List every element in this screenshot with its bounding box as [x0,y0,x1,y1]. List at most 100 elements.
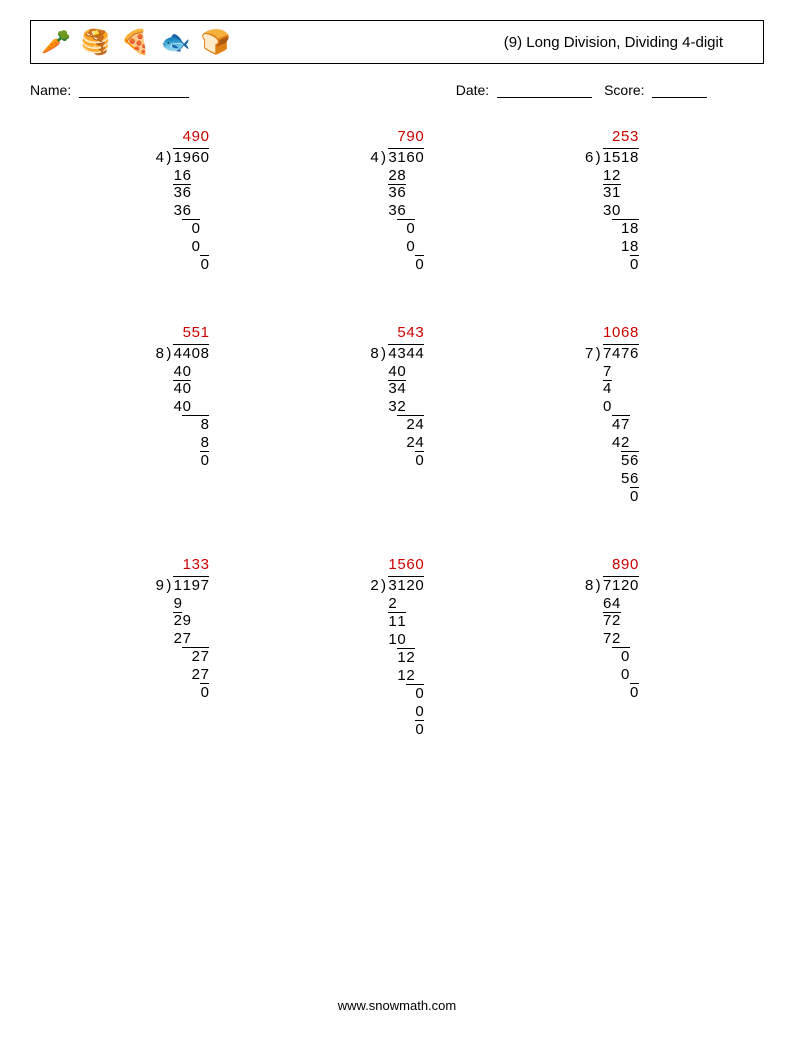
step-1: 4 [585,380,639,398]
header-icon-1: 🥞 [81,28,111,57]
step-1: 40 [155,380,209,398]
step-2: 72 [585,630,639,648]
step-0: 16 [155,167,209,185]
problem-5: 1068 7)7476 7 4 0 47 42 56 56 0 [519,324,704,506]
quotient: 1560 [370,556,424,574]
header-icons: 🥕 🥞 🍕 🐟 🍞 [41,28,230,57]
step-2: 32 [370,398,424,416]
step-1: 34 [370,380,424,398]
quotient: 490 [155,128,209,146]
step-6: 0 [370,703,424,721]
step-0: 28 [370,167,424,185]
step-5: 56 [585,451,639,470]
problem-4: 543 8)4344 40 34 32 24 24 0 [305,324,490,506]
step-2: 36 [370,202,424,220]
step-3: 12 [370,648,424,667]
step-1: 36 [370,184,424,202]
problem-6: 133 9)1197 9 29 27 27 27 0 [90,556,275,739]
name-label: Name: [30,82,71,98]
step-3: 0 [370,219,424,238]
step-5: 0 [585,255,639,274]
step-4: 0 [585,666,639,684]
name-blank[interactable] [79,83,189,98]
step-2: 0 [585,398,639,416]
step-2: 10 [370,631,424,649]
step-0: 40 [370,363,424,381]
step-3: 24 [370,415,424,434]
step-5: 0 [370,684,424,703]
header-box: 🥕 🥞 🍕 🐟 🍞 (9) Long Division, Dividing 4-digi… [30,20,764,64]
step-4: 18 [585,238,639,256]
step-1: 36 [155,184,209,202]
step-3: 0 [155,219,209,238]
division-line: 2)3120 [370,576,424,595]
step-1: 31 [585,184,639,202]
problem-2: 253 6)1518 12 31 30 18 18 0 [519,128,704,274]
problems-grid: 4904)1960 16 36 36 0 0 0 7904)3160 28 36… [30,128,764,739]
date-blank[interactable] [497,83,592,98]
division-line: 9)1197 [155,576,209,595]
division-line: 4)1960 [155,148,209,167]
worksheet-page: 🥕 🥞 🍕 🐟 🍞 (9) Long Division, Dividing 4-digi… [0,0,794,1053]
step-6: 56 [585,470,639,488]
division-line: 4)3160 [370,148,424,167]
step-5: 0 [155,255,209,274]
problem-7: 1560 2)3120 2 11 10 12 12 0 0 0 [305,556,490,739]
step-0: 40 [155,363,209,381]
division-line: 8)4344 [370,344,424,363]
step-2: 30 [585,202,639,220]
quotient: 543 [370,324,424,342]
quotient: 133 [155,556,209,574]
step-1: 72 [585,612,639,630]
step-4: 27 [155,666,209,684]
division-line: 7)7476 [585,344,639,363]
step-4: 24 [370,434,424,452]
step-1: 29 [155,612,209,630]
step-3: 47 [585,415,639,434]
step-4: 42 [585,434,639,452]
step-4: 0 [370,238,424,256]
step-2: 36 [155,202,209,220]
step-5: 0 [370,451,424,470]
step-2: 27 [155,630,209,648]
quotient: 551 [155,324,209,342]
problem-0: 490 4)1960 16 36 36 0 0 0 [90,128,275,274]
step-3: 8 [155,415,209,434]
step-7: 0 [585,487,639,506]
step-3: 18 [585,219,639,238]
step-4: 8 [155,434,209,452]
step-0: 9 [155,595,209,613]
step-0: 7 [585,363,639,381]
quotient: 253 [585,128,639,146]
step-3: 27 [155,647,209,666]
step-0: 2 [370,595,424,613]
header-icon-4: 🍞 [201,28,231,57]
step-5: 0 [155,683,209,702]
header-icon-0: 🥕 [41,28,71,57]
step-0: 12 [585,167,639,185]
worksheet-title: (9) Long Division, Dividing 4-digit [504,34,753,51]
step-5: 0 [370,255,424,274]
header-icon-2: 🍕 [121,28,151,57]
step-4: 0 [155,238,209,256]
problem-8: 8908)7120 64 72 72 0 0 0 [519,556,704,739]
quotient: 790 [370,128,424,146]
score-blank[interactable] [652,83,707,98]
footer: www.snowmath.com [0,998,794,1013]
division-line: 6)1518 [585,148,639,167]
division-line: 8)7120 [585,576,639,595]
problem-3: 551 8)4408 40 40 40 8 8 0 [90,324,275,506]
score-label: Score: [604,82,644,98]
step-4: 12 [370,667,424,685]
problem-1: 790 4)3160 28 36 36 0 0 0 [305,128,490,274]
step-3: 0 [585,647,639,666]
division-line: 8)4408 [155,344,209,363]
step-5: 0 [155,451,209,470]
step-2: 40 [155,398,209,416]
step-1: 11 [370,612,424,631]
step-7: 0 [370,720,424,739]
info-row: Name: Date: Score: [30,82,764,98]
header-icon-3: 🐟 [161,28,191,57]
quotient: 1068 [585,324,639,342]
quotient: 890 [585,556,639,574]
